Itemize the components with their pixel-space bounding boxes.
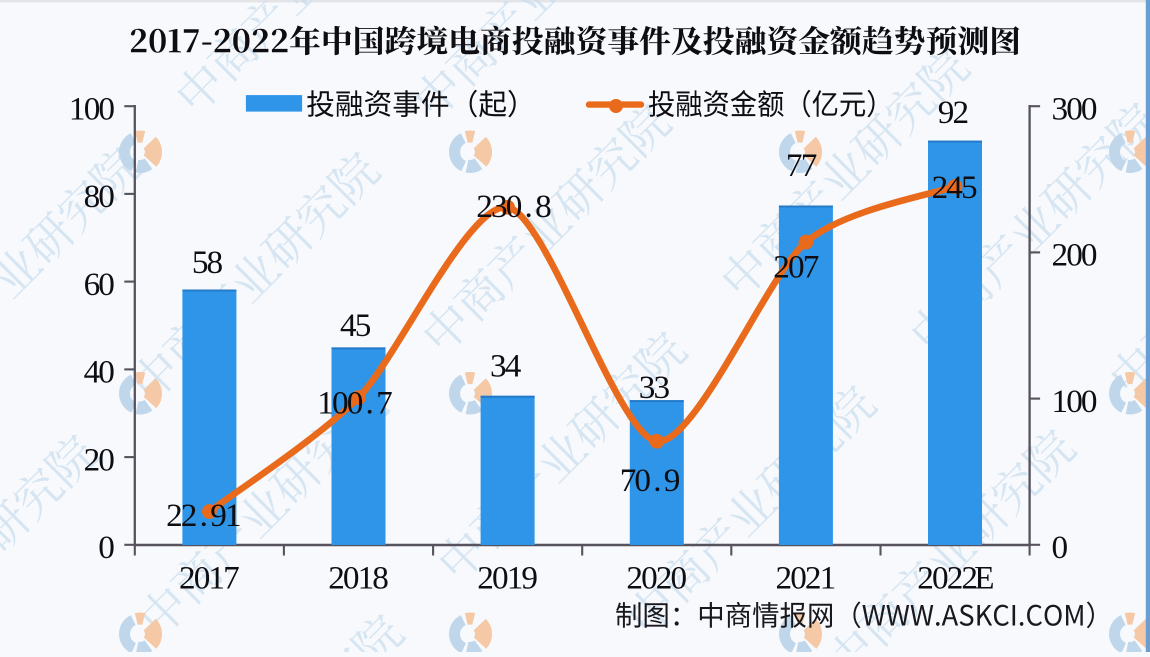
svg-text:1: 1 bbox=[317, 385, 334, 422]
svg-text:0: 0 bbox=[1066, 90, 1083, 127]
svg-text:2: 2 bbox=[932, 169, 949, 206]
svg-text:2: 2 bbox=[961, 560, 978, 597]
svg-text:1: 1 bbox=[225, 497, 242, 534]
svg-text:5: 5 bbox=[192, 244, 209, 281]
svg-text:6: 6 bbox=[84, 266, 101, 303]
svg-text:1: 1 bbox=[820, 560, 837, 597]
svg-text:0: 0 bbox=[1081, 90, 1098, 127]
svg-text:0: 0 bbox=[932, 560, 949, 597]
svg-text:E: E bbox=[974, 560, 994, 597]
svg-text:2: 2 bbox=[917, 560, 934, 597]
svg-text:0: 0 bbox=[98, 266, 115, 303]
svg-text:0: 0 bbox=[788, 249, 805, 286]
svg-text:3: 3 bbox=[1052, 90, 1069, 127]
svg-text:8: 8 bbox=[207, 244, 224, 281]
svg-text:2: 2 bbox=[181, 497, 198, 534]
svg-text:0: 0 bbox=[671, 560, 688, 597]
svg-text:0: 0 bbox=[641, 560, 658, 597]
svg-text:5: 5 bbox=[961, 169, 978, 206]
svg-text:0: 0 bbox=[84, 90, 101, 127]
svg-text:7: 7 bbox=[620, 462, 637, 499]
svg-text:2: 2 bbox=[805, 560, 822, 597]
svg-text:2: 2 bbox=[773, 249, 790, 286]
svg-text:2: 2 bbox=[776, 560, 793, 597]
svg-text:7: 7 bbox=[223, 560, 240, 597]
svg-text:9: 9 bbox=[938, 94, 955, 131]
svg-text:1: 1 bbox=[507, 560, 524, 597]
svg-text:0: 0 bbox=[1081, 237, 1098, 274]
svg-text:0: 0 bbox=[1081, 383, 1098, 420]
svg-text:7: 7 bbox=[786, 147, 803, 184]
svg-text:.: . bbox=[366, 385, 374, 422]
svg-text:4: 4 bbox=[340, 307, 357, 344]
svg-text:0: 0 bbox=[98, 354, 115, 391]
svg-text:2: 2 bbox=[626, 560, 643, 597]
svg-text:9: 9 bbox=[521, 560, 538, 597]
svg-text:2: 2 bbox=[166, 497, 183, 534]
svg-text:2: 2 bbox=[656, 560, 673, 597]
svg-text:1: 1 bbox=[358, 560, 375, 597]
svg-text:0: 0 bbox=[343, 560, 360, 597]
svg-text:0: 0 bbox=[194, 560, 211, 597]
svg-text:.: . bbox=[525, 188, 533, 225]
svg-text:4: 4 bbox=[946, 169, 963, 206]
svg-text:8: 8 bbox=[84, 178, 101, 215]
svg-text:9: 9 bbox=[210, 497, 227, 534]
svg-text:0: 0 bbox=[98, 90, 115, 127]
svg-text:3: 3 bbox=[654, 369, 671, 406]
svg-text:4: 4 bbox=[505, 348, 522, 385]
svg-text:2: 2 bbox=[84, 441, 101, 478]
svg-text:0: 0 bbox=[1052, 529, 1069, 566]
svg-text:0: 0 bbox=[634, 462, 651, 499]
svg-text:8: 8 bbox=[372, 560, 389, 597]
svg-text:2: 2 bbox=[947, 560, 964, 597]
svg-text:3: 3 bbox=[490, 348, 507, 385]
svg-text:0: 0 bbox=[347, 385, 364, 422]
svg-text:5: 5 bbox=[355, 307, 372, 344]
svg-text:9: 9 bbox=[664, 462, 681, 499]
svg-text:2: 2 bbox=[476, 188, 493, 225]
svg-text:0: 0 bbox=[332, 385, 349, 422]
svg-text:0: 0 bbox=[1066, 237, 1083, 274]
svg-text:2: 2 bbox=[477, 560, 494, 597]
svg-text:3: 3 bbox=[491, 188, 508, 225]
svg-text:2: 2 bbox=[328, 560, 345, 597]
svg-text:7: 7 bbox=[801, 147, 818, 184]
svg-text:.: . bbox=[200, 497, 208, 534]
svg-text:0: 0 bbox=[1066, 383, 1083, 420]
svg-text:1: 1 bbox=[69, 90, 86, 127]
svg-text:1: 1 bbox=[1052, 383, 1069, 420]
svg-text:0: 0 bbox=[506, 188, 523, 225]
svg-text:0: 0 bbox=[98, 441, 115, 478]
svg-text:2: 2 bbox=[953, 94, 970, 131]
svg-text:0: 0 bbox=[98, 529, 115, 566]
svg-text:0: 0 bbox=[790, 560, 807, 597]
svg-text:1: 1 bbox=[208, 560, 225, 597]
svg-text:4: 4 bbox=[84, 354, 101, 391]
svg-text:2: 2 bbox=[1052, 237, 1069, 274]
svg-text:7: 7 bbox=[376, 385, 393, 422]
svg-text:.: . bbox=[653, 462, 661, 499]
svg-text:7: 7 bbox=[803, 249, 820, 286]
svg-text:0: 0 bbox=[492, 560, 509, 597]
svg-text:0: 0 bbox=[98, 178, 115, 215]
svg-text:2: 2 bbox=[179, 560, 196, 597]
svg-text:8: 8 bbox=[535, 188, 552, 225]
svg-text:3: 3 bbox=[639, 369, 656, 406]
